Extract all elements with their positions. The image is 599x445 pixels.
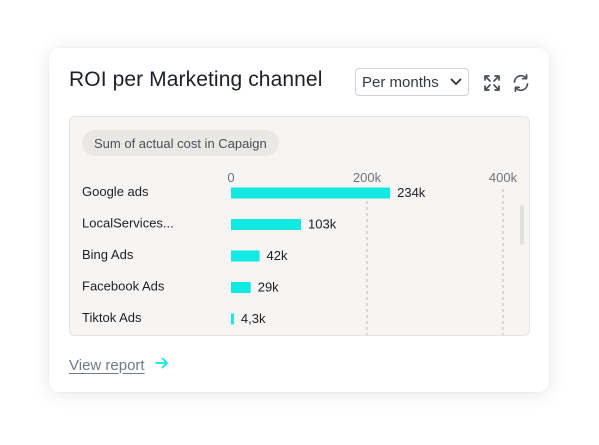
category-label: Facebook Ads (82, 279, 165, 294)
bar (231, 313, 234, 325)
arrow-right-icon (154, 356, 169, 374)
bar (231, 282, 251, 293)
measure-pill[interactable]: Sum of actual cost in Capaign (82, 130, 279, 156)
value-label: 4,3k (241, 311, 266, 326)
view-report-link[interactable]: View report (69, 356, 169, 374)
value-label: 42k (267, 248, 288, 263)
value-label: 234k (397, 185, 426, 200)
category-label: LocalServices... (82, 216, 174, 231)
value-label: 29k (258, 280, 279, 295)
chevron-down-icon (450, 78, 462, 86)
period-select-value: Per months (362, 73, 439, 91)
bar (231, 250, 260, 262)
chart-panel: Sum of actual cost in Capaign 0 200k 400k G… (69, 116, 530, 336)
refresh-icon[interactable] (510, 72, 532, 94)
widget-title: ROI per Marketing channel (69, 68, 323, 91)
roi-widget-card: ROI per Marketing channel Per months Sum… (49, 48, 549, 392)
bar (231, 187, 391, 199)
expand-icon[interactable] (481, 72, 503, 94)
chart-scrollbar[interactable] (520, 205, 524, 245)
x-tick-label: 400k (489, 170, 518, 185)
view-report-label: View report (69, 356, 145, 374)
x-tick-label: 0 (227, 170, 234, 185)
category-label: Tiktok Ads (82, 310, 142, 325)
value-label: 103k (308, 217, 337, 232)
category-label: Google ads (82, 184, 149, 199)
category-label: Bing Ads (82, 247, 134, 262)
period-select[interactable]: Per months (355, 68, 469, 96)
bar (231, 219, 302, 230)
x-tick-label: 200k (353, 170, 382, 185)
bar-chart: 0 200k 400k Google ads 234k LocalServices... 1… (82, 170, 518, 335)
